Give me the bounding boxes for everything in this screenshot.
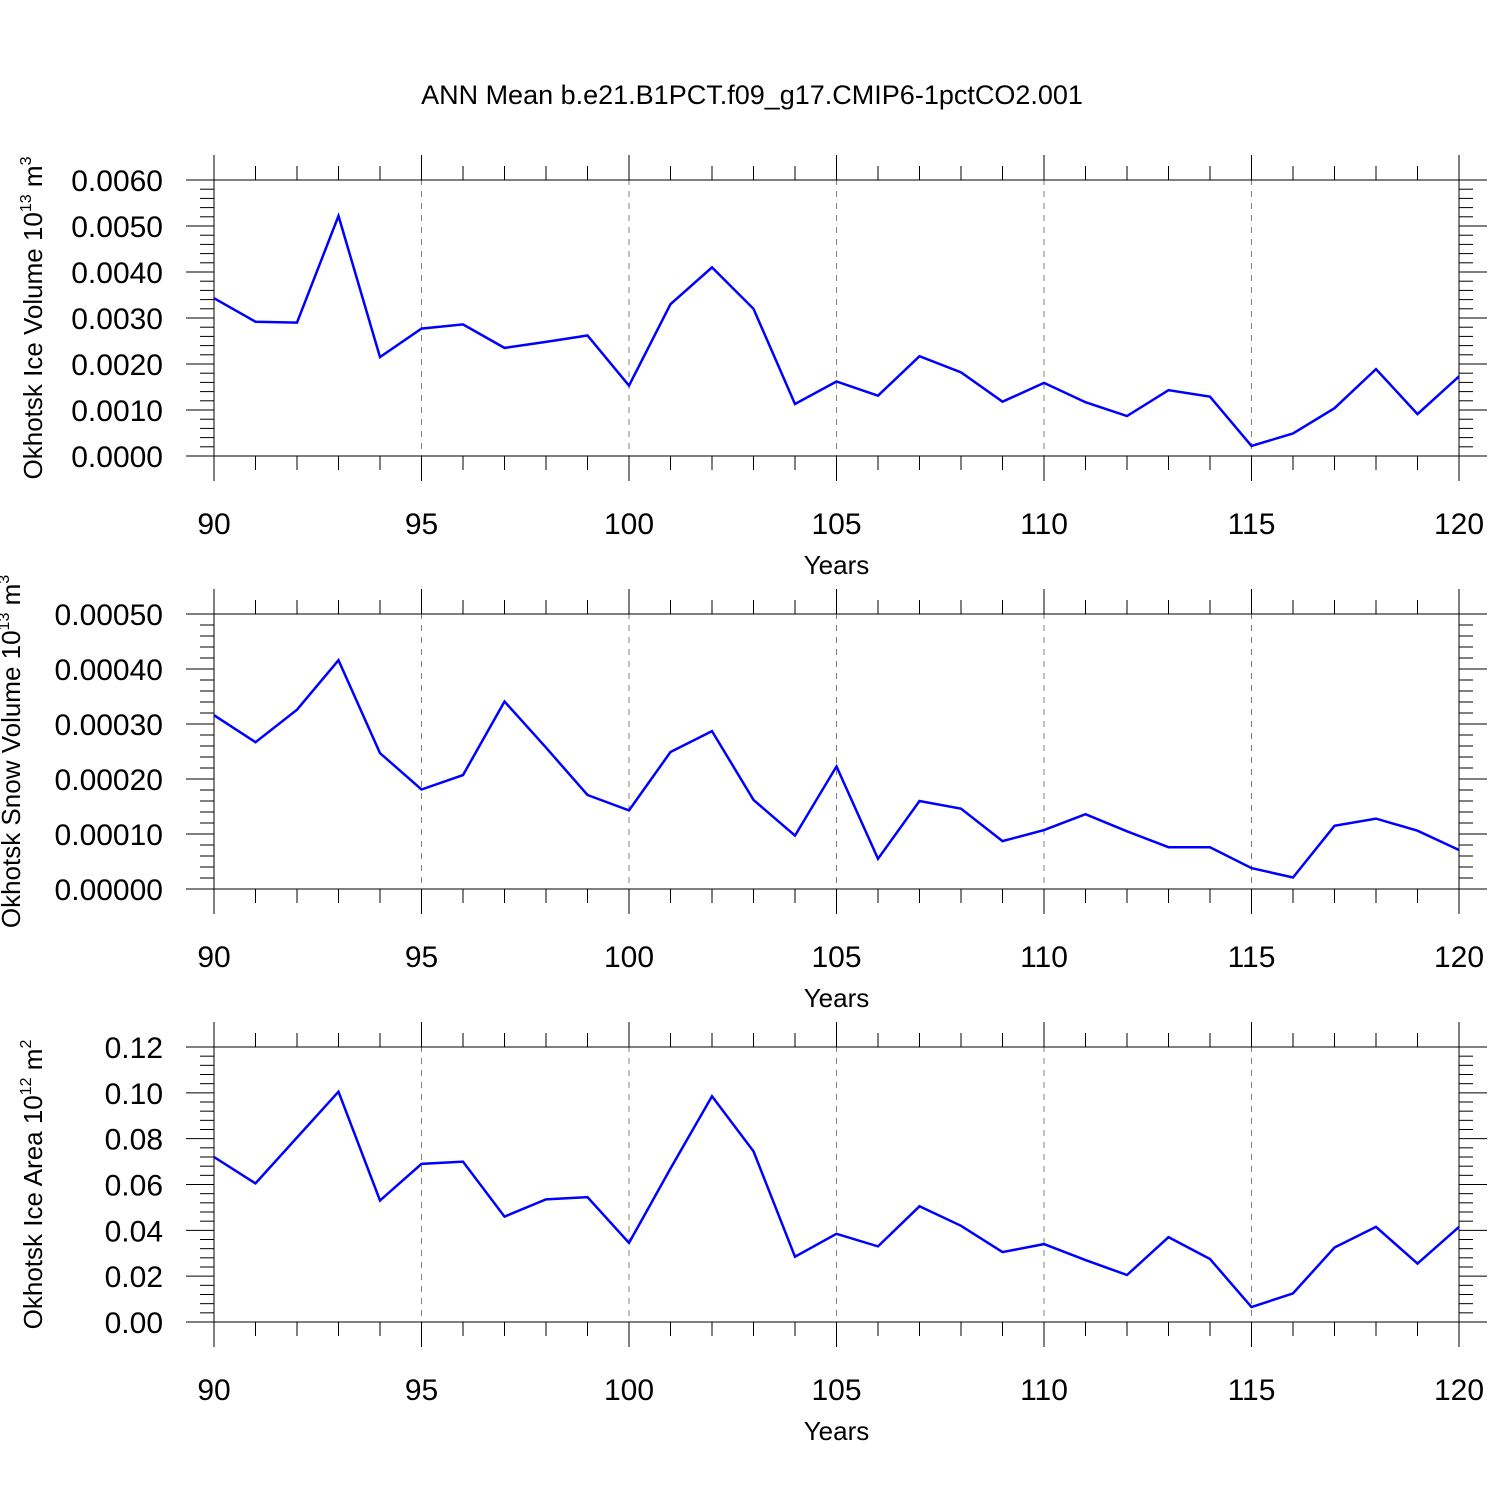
x-tick-label: 100 <box>604 1374 654 1407</box>
y-axis-label-superscript: 2 <box>18 1040 35 1049</box>
y-tick-label: 0.0020 <box>71 349 163 382</box>
x-tick-label: 105 <box>811 508 861 541</box>
data-series-line <box>213 657 1460 879</box>
y-tick-label: 0.00050 <box>55 599 163 632</box>
chart-panel-1: 0.0000 0.0010 0.0020 0.0030 0.0040 0.0050 0.00… <box>18 155 1487 580</box>
y-tick-label: 0.0040 <box>71 257 163 290</box>
x-tick-label: 120 <box>1434 941 1484 974</box>
x-axis-label: Years <box>804 1416 870 1446</box>
x-tick-label: 95 <box>405 941 438 974</box>
data-series-line <box>213 1089 1460 1309</box>
y-tick-label: 0.00020 <box>55 764 163 797</box>
y-tick-label: 0.06 <box>105 1170 163 1203</box>
y-axis-label: Okhotsk Snow Volume 1013 m3 <box>0 575 26 928</box>
x-tick-label: 90 <box>197 941 230 974</box>
panels: 0.0000 0.0010 0.0020 0.0030 0.0040 0.0050 0.00… <box>0 155 1487 1446</box>
x-tick-label: 105 <box>811 941 861 974</box>
x-tick-label: 100 <box>604 941 654 974</box>
y-axis-label: Okhotsk Ice Volume 1013 m3 <box>18 156 48 479</box>
y-tick-label: 0.00 <box>105 1307 163 1340</box>
y-tick-label: 0.0010 <box>71 395 163 428</box>
y-axis-label-text: Okhotsk Ice Area 10 <box>18 1095 48 1329</box>
y-axis-label-superscript: 12 <box>18 1077 35 1095</box>
x-tick-label: 115 <box>1228 508 1276 541</box>
x-tick-label: 115 <box>1228 941 1276 974</box>
y-axis-label-text: m <box>18 165 48 194</box>
y-tick-label: 0.0030 <box>71 303 163 336</box>
x-tick-label: 100 <box>604 508 654 541</box>
y-axis-label-text: m <box>18 1049 48 1078</box>
x-tick-label: 95 <box>405 508 438 541</box>
y-tick-label: 0.0000 <box>71 441 163 474</box>
y-tick-label: 0.12 <box>105 1032 163 1065</box>
y-axis-label-superscript: 13 <box>0 613 13 631</box>
x-tick-label: 120 <box>1434 1374 1484 1407</box>
x-axis-label: Years <box>804 983 870 1013</box>
chart-panel-2: 0.00000 0.00010 0.00020 0.00030 0.00040 0.000… <box>0 575 1487 1013</box>
y-tick-label: 0.00010 <box>55 819 163 852</box>
x-axis-label: Years <box>804 550 870 580</box>
y-tick-label: 0.10 <box>105 1078 163 1111</box>
x-tick-label: 110 <box>1020 508 1068 541</box>
y-tick-label: 0.02 <box>105 1261 163 1294</box>
x-tick-label: 90 <box>197 508 230 541</box>
y-axis-label: Okhotsk Ice Area 1012 m2 <box>18 1040 48 1330</box>
x-tick-label: 95 <box>405 1374 438 1407</box>
data-series-line <box>213 212 1460 448</box>
x-tick-label: 90 <box>197 1374 230 1407</box>
y-axis-label-superscript: 13 <box>18 194 35 212</box>
y-tick-label: 0.00040 <box>55 654 163 687</box>
x-tick-label: 105 <box>811 1374 861 1407</box>
y-tick-label: 0.0060 <box>71 165 163 198</box>
y-axis-label-text: Okhotsk Ice Volume 10 <box>18 212 48 479</box>
y-axis-label-text: Okhotsk Snow Volume 10 <box>0 630 26 928</box>
chart-title: ANN Mean b.e21.B1PCT.f09_g17.CMIP6-1pctC… <box>421 80 1083 110</box>
y-tick-label: 0.00030 <box>55 709 163 742</box>
y-axis-label-text: m <box>0 584 26 613</box>
y-tick-label: 0.0050 <box>71 211 163 244</box>
x-tick-label: 115 <box>1228 1374 1276 1407</box>
y-tick-label: 0.00000 <box>55 874 163 907</box>
chart-panel-3: 0.00 0.02 0.04 0.06 0.08 0.10 0.12 90 95 100 105 11… <box>18 1022 1487 1446</box>
y-tick-label: 0.08 <box>105 1124 163 1157</box>
x-tick-label: 120 <box>1434 508 1484 541</box>
y-tick-label: 0.04 <box>105 1215 163 1248</box>
y-axis-label-superscript: 3 <box>18 156 35 165</box>
y-axis-label-superscript: 3 <box>0 575 13 584</box>
x-tick-label: 110 <box>1020 1374 1068 1407</box>
x-tick-label: 110 <box>1020 941 1068 974</box>
